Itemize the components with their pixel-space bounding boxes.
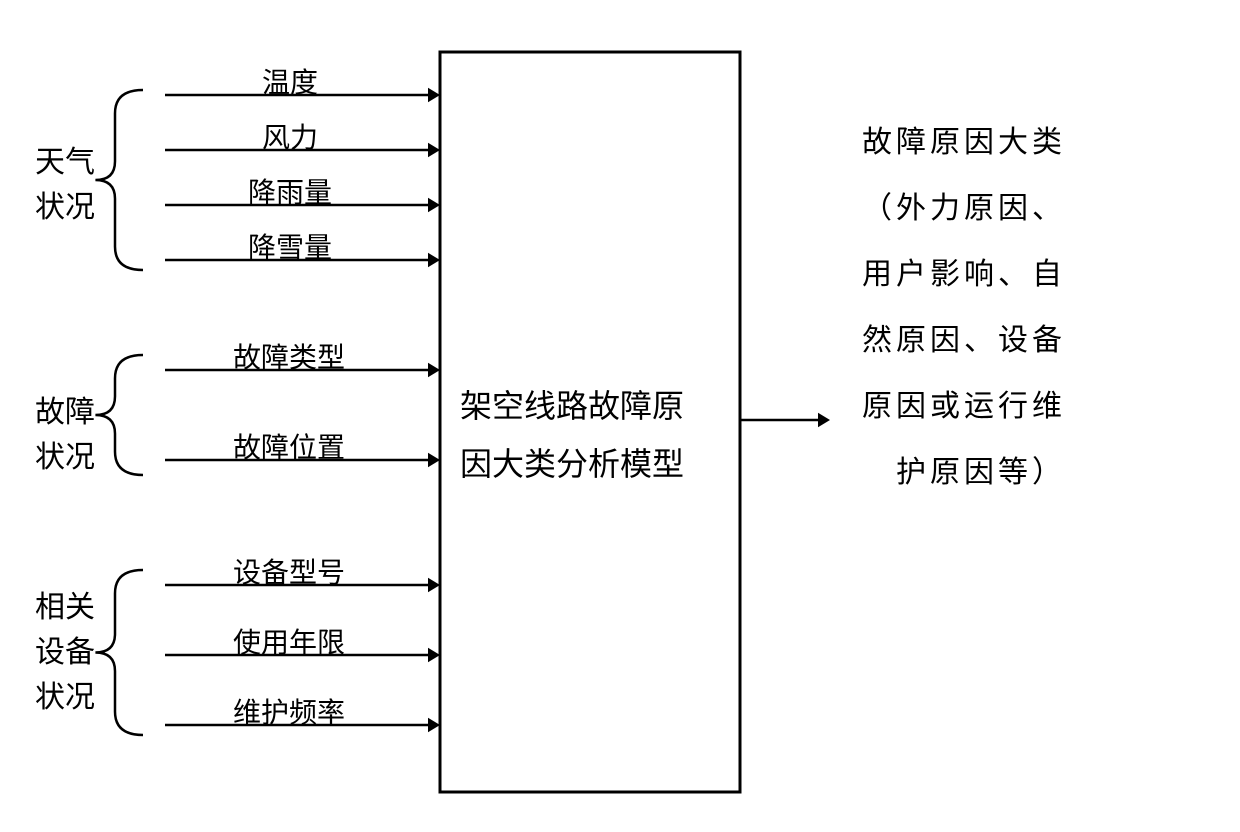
input-arrow-2 [428, 198, 440, 212]
output-line-5: 护原因等） [862, 440, 1066, 506]
category-0-line-0: 天气 [35, 140, 95, 185]
brace-1 [95, 355, 143, 475]
input-arrow-6 [428, 578, 440, 592]
output-line-4: 原因或运行维 [862, 374, 1066, 440]
input-label-0: 温度 [262, 61, 318, 101]
category-0-line-1: 状况 [35, 185, 95, 230]
input-arrow-4 [428, 363, 440, 377]
output-line-1: （外力原因、 [862, 176, 1066, 242]
category-1-line-1: 状况 [35, 435, 95, 480]
input-label-2: 降雨量 [248, 171, 332, 211]
input-label-4: 故障类型 [233, 336, 345, 376]
output-line-3: 然原因、设备 [862, 308, 1066, 374]
input-label-3: 降雪量 [248, 226, 332, 266]
center-box-label: 架空线路故障原因大类分析模型 [460, 378, 684, 493]
input-arrow-1 [428, 143, 440, 157]
output-label: 故障原因大类（外力原因、用户影响、自然原因、设备原因或运行维 护原因等） [862, 110, 1066, 506]
brace-2 [95, 570, 143, 735]
category-2-line-1: 设备 [35, 630, 95, 675]
input-label-6: 设备型号 [233, 551, 345, 591]
input-label-5: 故障位置 [233, 426, 345, 466]
brace-0 [95, 90, 143, 270]
category-label-0: 天气状况 [35, 140, 95, 230]
input-label-1: 风力 [262, 116, 318, 156]
input-label-8: 维护频率 [233, 691, 345, 731]
input-arrow-5 [428, 453, 440, 467]
input-arrow-7 [428, 648, 440, 662]
input-arrow-0 [428, 88, 440, 102]
output-arrow-head [818, 413, 830, 427]
category-2-line-0: 相关 [35, 585, 95, 630]
category-1-line-0: 故障 [35, 390, 95, 435]
output-line-2: 用户影响、自 [862, 242, 1066, 308]
input-label-7: 使用年限 [233, 621, 345, 661]
center-text-line1: 架空线路故障原 [460, 378, 684, 436]
category-label-2: 相关设备状况 [35, 585, 95, 720]
input-arrow-3 [428, 253, 440, 267]
center-text-line2: 因大类分析模型 [460, 436, 684, 494]
input-arrow-8 [428, 718, 440, 732]
category-label-1: 故障状况 [35, 390, 95, 480]
category-2-line-2: 状况 [35, 675, 95, 720]
output-line-0: 故障原因大类 [862, 110, 1066, 176]
